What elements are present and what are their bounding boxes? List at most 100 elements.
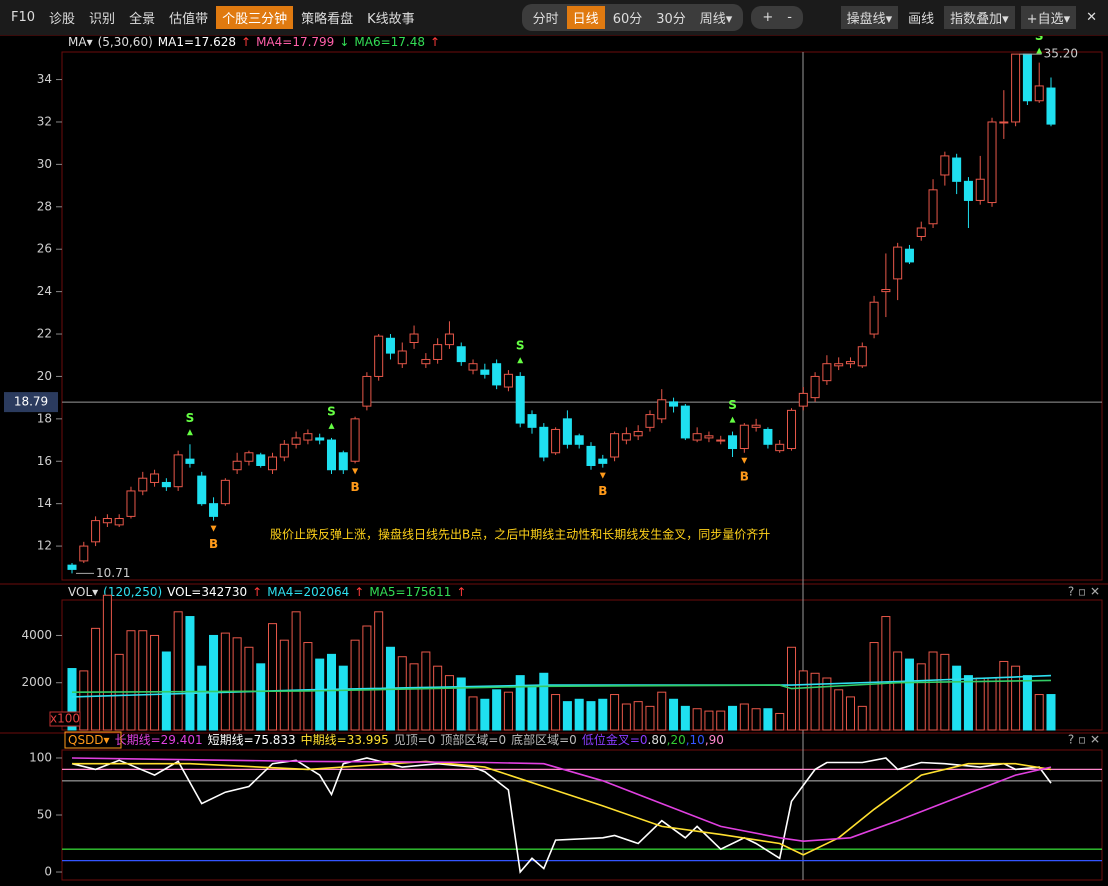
header-item: MA▾	[68, 35, 93, 49]
candle-body	[1046, 87, 1056, 125]
candle-body	[421, 358, 431, 365]
volume-bar	[574, 698, 584, 731]
y-tick-label: 4000	[21, 628, 52, 642]
y-tick-label: 32	[37, 114, 52, 128]
candle-body	[763, 428, 773, 445]
candle-body	[857, 346, 867, 367]
toolbar-button[interactable]: 估值带	[169, 12, 209, 27]
y-tick-label: 50	[37, 808, 52, 822]
signal-label: S	[728, 398, 737, 412]
toolbar-button[interactable]: 指数叠加▾	[944, 6, 1015, 29]
zoom-group: + -	[751, 6, 803, 29]
header-item: (5,30,60)	[98, 35, 153, 49]
candle-body	[952, 157, 962, 182]
toolbar-button[interactable]: 策略看盘	[301, 12, 354, 27]
volume-bar	[126, 630, 136, 731]
crosshair-price: 18.79	[14, 395, 48, 409]
signal-arrow	[599, 472, 606, 479]
candle-body	[173, 454, 183, 488]
volume-bar	[621, 703, 631, 731]
crosshair-price-box	[4, 392, 58, 413]
toolbar-button[interactable]: 30分	[656, 12, 686, 27]
candle-body	[138, 477, 148, 492]
volume-bar	[822, 677, 832, 731]
volume-bar	[232, 637, 242, 731]
toolbar-button[interactable]: 60分	[612, 12, 643, 27]
volume-bar	[562, 701, 572, 731]
low-label: 10.71	[96, 566, 130, 580]
volume-bar	[716, 710, 726, 731]
panel-icons[interactable]: ? ▫ ✕	[1068, 585, 1100, 599]
candle-body	[775, 443, 785, 452]
volume-bar	[220, 632, 230, 731]
candle-body	[598, 458, 608, 464]
candle-body	[798, 392, 808, 407]
header-item: ↑	[456, 585, 466, 599]
candle-body	[433, 344, 443, 360]
signal-label: S	[186, 411, 195, 425]
candle-body	[987, 121, 997, 204]
candle-body	[999, 121, 1009, 124]
header-item: 低位金叉=0	[582, 732, 648, 747]
toolbar-button[interactable]: +自选▾	[1020, 6, 1077, 29]
signal-label: B	[598, 484, 607, 498]
volume-bar	[893, 651, 903, 731]
toolbar-button[interactable]: K线故事	[367, 12, 415, 27]
toolbar-button[interactable]: 日线	[566, 6, 605, 29]
volume-bar	[904, 658, 914, 731]
volume-bar	[503, 691, 513, 731]
volume-bar	[421, 651, 431, 731]
candle-body	[704, 435, 714, 439]
volume-bar	[303, 642, 313, 731]
y-tick-label: 100	[29, 750, 52, 764]
period-group: 分时 日线 60分 30分 周线▾	[521, 4, 744, 31]
volume-bar	[940, 653, 950, 731]
volume-bar	[963, 675, 973, 731]
volume-bar	[468, 696, 478, 731]
indicator-line	[71, 757, 1052, 874]
volume-bar	[692, 708, 702, 731]
candle-body	[928, 189, 938, 225]
candle-body	[633, 431, 643, 437]
toolbar-button[interactable]: 周线▾	[699, 12, 733, 27]
toolbar-button[interactable]: +	[762, 10, 774, 25]
y-tick-label: 20	[37, 369, 52, 383]
volume-bar	[610, 694, 620, 731]
volume-bar	[338, 665, 348, 731]
toolbar-button[interactable]: 分时	[532, 12, 559, 27]
indicator-name-box	[64, 731, 122, 749]
toolbar-button[interactable]: 画线	[908, 12, 935, 27]
header-item: MA6=17.48	[354, 35, 425, 49]
candle-body	[256, 454, 266, 466]
candle-body	[209, 503, 219, 517]
candle-body	[397, 350, 407, 365]
volume-bar	[798, 670, 808, 731]
y-tick-label: 34	[37, 72, 52, 86]
toolbar-button[interactable]: 诊股	[49, 12, 76, 27]
toolbar-button[interactable]: 操盘线▾	[840, 6, 899, 29]
volume-bar	[138, 630, 148, 731]
right-tools: 操盘线▾ 画线 指数叠加▾ +自选▾ ✕	[838, 6, 1104, 29]
header-item: ↑	[252, 585, 262, 599]
toolbar-button[interactable]: ✕	[1086, 10, 1097, 25]
toolbar-button[interactable]: -	[787, 10, 792, 25]
candle-body	[385, 337, 395, 354]
toolbar-button[interactable]: 全景	[129, 12, 156, 27]
candle-body	[468, 363, 478, 371]
candle-body	[739, 424, 749, 450]
toolbar-button[interactable]: F10	[11, 10, 36, 25]
y-tick-label: 22	[37, 327, 52, 341]
candle-body	[102, 518, 112, 524]
candle-body	[492, 363, 502, 386]
toolbar-button[interactable]: 个股三分钟	[216, 6, 294, 29]
header-item: (120,250)	[103, 585, 162, 599]
volume-bar	[1011, 665, 1021, 731]
toolbar-button[interactable]: 识别	[89, 12, 116, 27]
volume-bar	[633, 701, 643, 731]
panel-icons[interactable]: ? ▫ ✕	[1068, 733, 1100, 747]
candle-body	[904, 248, 914, 263]
candle-body	[185, 458, 195, 464]
candle-body	[480, 369, 490, 375]
volume-bar	[433, 665, 443, 731]
